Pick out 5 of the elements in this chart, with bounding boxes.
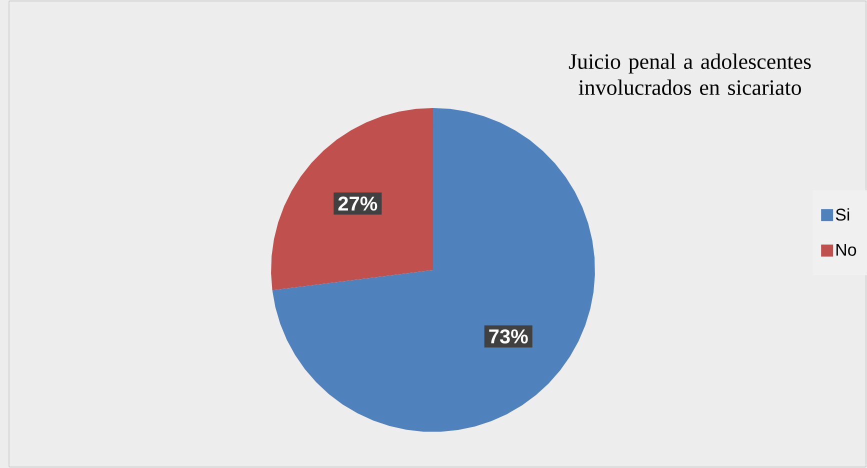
legend-label: Si: [836, 208, 850, 221]
data-label: 73%: [489, 329, 528, 344]
data-label: 27%: [338, 196, 378, 211]
chart-title: Juicio penal a adolescentes involucrados en sicariato: [568, 54, 811, 95]
legend-label: No: [836, 244, 856, 256]
